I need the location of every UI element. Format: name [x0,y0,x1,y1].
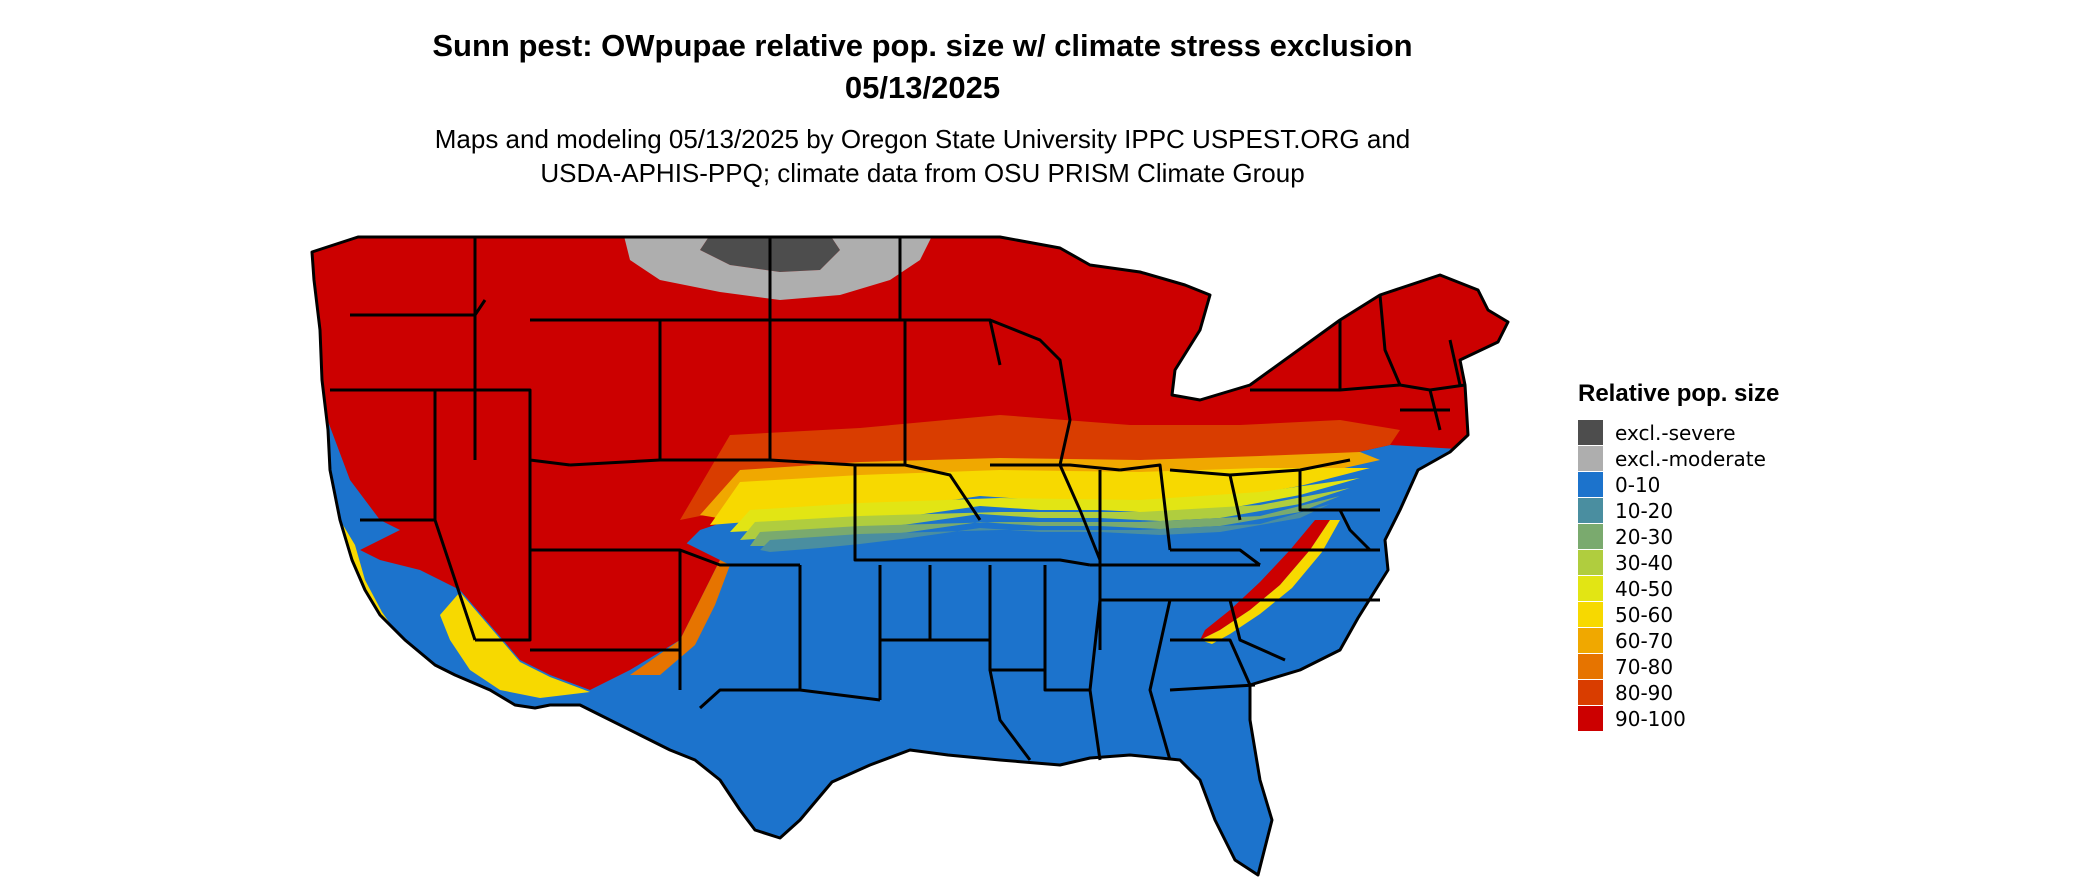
map-subtitle-line2: USDA-APHIS-PPQ; climate data from OSU PR… [540,158,1305,188]
legend-item-30-40: 30-40 [1578,550,1898,575]
legend-label: 30-40 [1615,551,1674,575]
legend-label: 90-100 [1615,707,1686,731]
legend-swatch [1578,706,1603,731]
legend-item-excl-severe: excl.-severe [1578,420,1898,445]
legend-item-50-60: 50-60 [1578,602,1898,627]
legend-swatch [1578,524,1603,549]
legend-item-0-10: 0-10 [1578,472,1898,497]
legend-label: 40-50 [1615,577,1674,601]
appalachian-mid-ridge [1200,520,1340,644]
legend-label: excl.-severe [1615,421,1736,445]
legend-swatch [1578,680,1603,705]
legend-swatch [1578,602,1603,627]
legend-item-80-90: 80-90 [1578,680,1898,705]
legend-swatch [1578,628,1603,653]
legend-item-90-100: 90-100 [1578,706,1898,731]
legend-label: 10-20 [1615,499,1674,523]
legend-swatch [1578,498,1603,523]
legend-item-10-20: 10-20 [1578,498,1898,523]
legend-item-40-50: 40-50 [1578,576,1898,601]
band-50-60 [710,468,1370,525]
legend-item-20-30: 20-30 [1578,524,1898,549]
legend-swatch [1578,472,1603,497]
map-subtitle-line1: Maps and modeling 05/13/2025 by Oregon S… [434,124,1411,154]
legend-swatch [1578,420,1603,445]
legend-item-60-70: 60-70 [1578,628,1898,653]
legend-item-excl-moderate: excl.-moderate [1578,446,1898,471]
legend-label: excl.-moderate [1615,447,1766,471]
legend-swatch [1578,550,1603,575]
legend-swatch [1578,576,1603,601]
legend-label: 70-80 [1615,655,1674,679]
legend-item-70-80: 70-80 [1578,654,1898,679]
west-mid-transition [440,592,590,698]
legend-label: 50-60 [1615,603,1674,627]
map-date: 05/13/2025 [844,70,1001,105]
west-high-zone [360,510,720,690]
legend: Relative pop. size excl.-severe excl.-mo… [1578,380,1908,731]
legend-label: 80-90 [1615,681,1674,705]
northern-moderate-exclusion [620,237,940,300]
legend-label: 20-30 [1615,525,1674,549]
us-map [310,235,1510,877]
california-coast-mid [335,520,400,642]
band-30-40 [740,488,1350,540]
legend-swatch [1578,446,1603,471]
map-title: Sunn pest: OWpupae relative pop. size w/… [432,28,1413,63]
legend-label: 60-70 [1615,629,1674,653]
legend-swatch [1578,654,1603,679]
legend-label: 0-10 [1615,473,1661,497]
band-10-20 [760,504,1330,552]
state-boundaries [310,235,1510,877]
legend-title: Relative pop. size [1578,380,1780,407]
